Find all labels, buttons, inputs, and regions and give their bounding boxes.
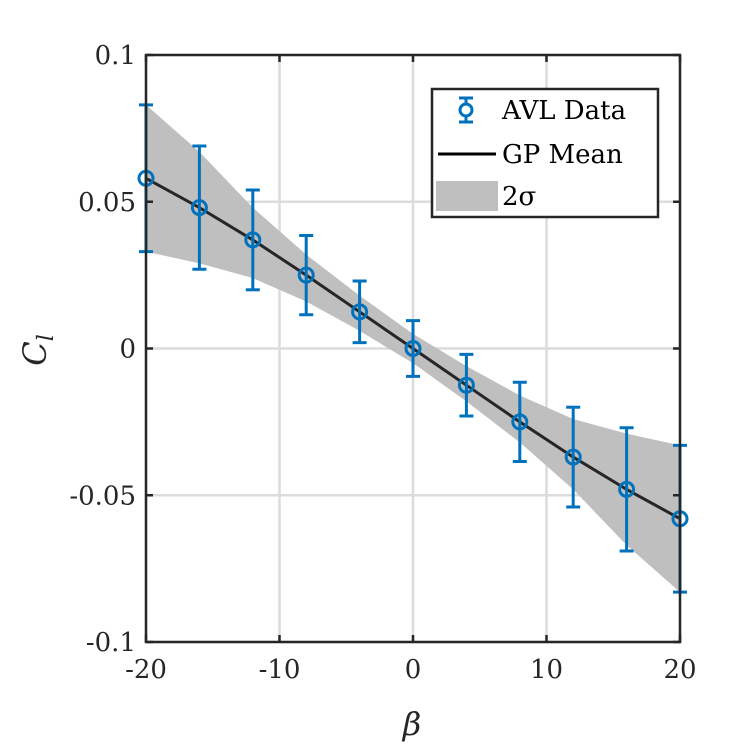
legend-label-gp-mean: GP Mean <box>502 140 623 170</box>
legend-label-avl-data: AVL Data <box>501 96 626 126</box>
legend: AVL Data GP Mean 2σ <box>430 87 660 219</box>
x-axis-label: β <box>402 705 422 743</box>
data-marker <box>618 480 636 498</box>
legend-swatch-errorbar <box>458 96 474 124</box>
y-axis-label: Cl <box>16 334 59 366</box>
data-marker <box>404 340 422 357</box>
data-marker <box>297 266 315 284</box>
data-point <box>511 380 529 463</box>
legend-label-2sigma: 2σ <box>502 182 536 212</box>
x-tick-label: 0 <box>405 655 422 685</box>
data-point <box>190 144 208 271</box>
y-tick-label: -0.1 <box>86 628 136 658</box>
axis-ticks <box>144 53 682 644</box>
data-marker <box>511 413 529 431</box>
data-marker <box>564 448 582 466</box>
y-tick-label: 0.05 <box>78 188 136 218</box>
y-tick-label: 0.1 <box>95 41 136 71</box>
data-marker <box>351 303 369 321</box>
y-axis-label-main: C <box>16 341 54 365</box>
data-point <box>244 188 262 292</box>
y-axis-label-subscript: l <box>34 334 59 341</box>
data-point <box>351 279 369 345</box>
y-tick-label: 0 <box>119 335 136 365</box>
y-tick-label: -0.05 <box>69 481 136 511</box>
legend-swatch-band <box>436 181 498 211</box>
x-tick-labels: -20 -10 0 10 20 <box>125 655 696 685</box>
data-point <box>297 234 315 317</box>
data-point <box>404 319 422 378</box>
data-point <box>564 405 582 509</box>
x-tick-label: -10 <box>259 655 301 685</box>
data-point <box>618 426 636 553</box>
y-tick-labels: -0.1 -0.05 0 0.05 0.1 <box>69 41 136 658</box>
avl-data-points <box>137 103 689 594</box>
x-tick-label: 20 <box>663 655 696 685</box>
data-marker <box>190 199 208 217</box>
data-marker <box>244 231 262 249</box>
data-point <box>457 352 475 418</box>
data-marker <box>457 376 475 394</box>
x-tick-label: 10 <box>530 655 563 685</box>
x-tick-label: -20 <box>125 655 167 685</box>
